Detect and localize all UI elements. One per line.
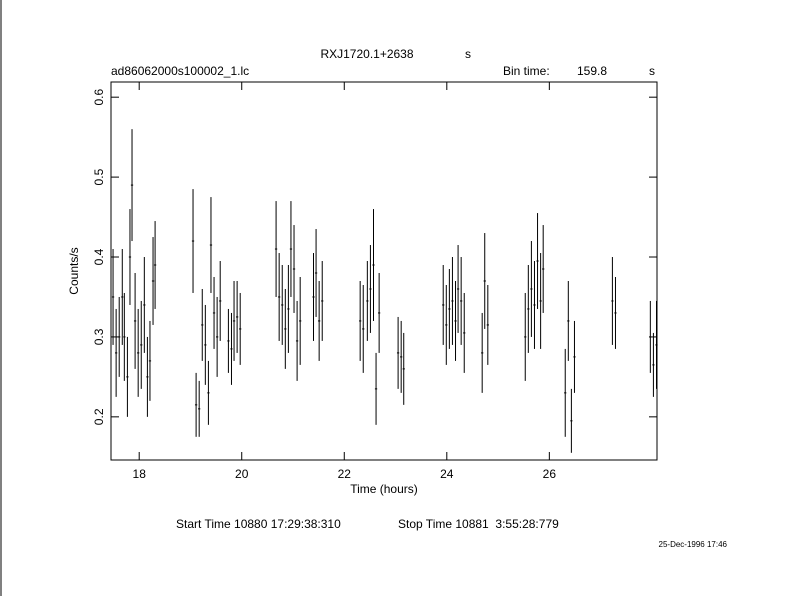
y-axis-label: Counts/s (67, 247, 81, 294)
file-name: ad86062000s100002_1.lc (111, 64, 249, 78)
plot-frame (110, 81, 658, 461)
x-tick-label: 20 (235, 467, 249, 481)
y-tick-label: 0.6 (92, 89, 106, 106)
x-tick-label: 24 (440, 467, 454, 481)
stop-time: Stop Time 10881 3:55:28:779 (398, 517, 559, 531)
y-tick-label: 0.2 (92, 408, 106, 425)
y-tick-label: 0.4 (92, 248, 106, 265)
x-tick-label: 26 (543, 467, 557, 481)
bin-time-label: Bin time: (503, 64, 550, 78)
x-tick-label: 22 (338, 467, 352, 481)
y-tick-label: 0.3 (92, 328, 106, 345)
x-axis-label: Time (hours) (350, 482, 418, 496)
date-stamp: 25-Dec-1996 17:46 (659, 540, 728, 549)
chart-title: RXJ1720.1+2638 (320, 47, 413, 61)
x-tick-label: 18 (133, 467, 147, 481)
y-tick-label: 0.5 (92, 168, 106, 185)
title-unit: s (465, 47, 471, 61)
bin-time-unit: s (649, 64, 655, 78)
bin-time: 159.8 (577, 64, 607, 78)
start-time: Start Time 10880 17:29:38:310 (176, 517, 341, 531)
